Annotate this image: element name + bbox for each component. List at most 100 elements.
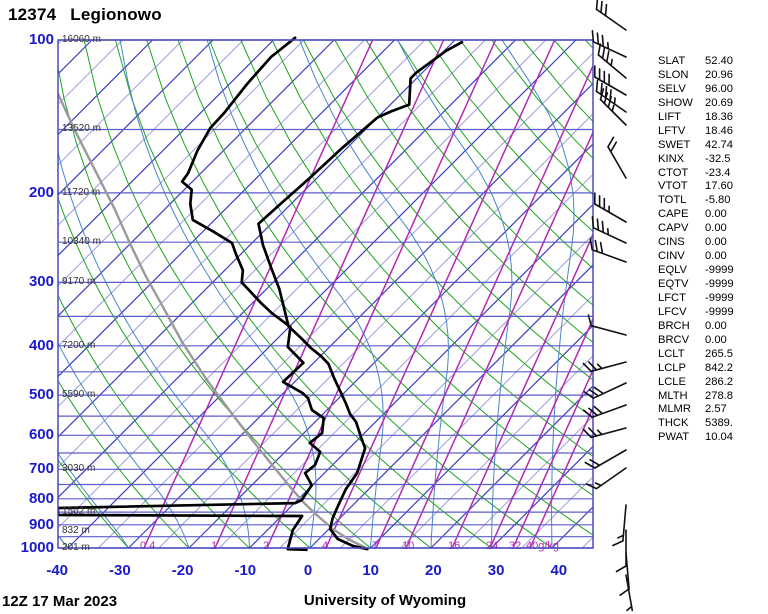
wind-barb — [593, 65, 627, 96]
barb-stroke — [595, 0, 599, 11]
barb-stroke — [596, 429, 603, 436]
index-row-mlmr: MLMR 2.57 — [658, 403, 734, 417]
index-name: TOTL — [658, 194, 687, 207]
barb-stroke — [596, 218, 600, 231]
wind-barb — [582, 404, 627, 419]
station-id: 12374 — [8, 5, 57, 24]
index-value: -9999 — [705, 291, 734, 304]
height-label: 16060 m — [62, 34, 101, 45]
wind-barb — [595, 0, 627, 31]
mixing-ratio-line — [325, 39, 556, 549]
pressure-tick-label: 100 — [28, 31, 54, 48]
temperature-trace — [257, 40, 464, 551]
pressure-tick-label: 200 — [28, 183, 54, 201]
barb-stroke — [603, 92, 609, 105]
temperature-tick-label: 0 — [303, 562, 313, 579]
pressure-tick-label: 1000 — [20, 539, 54, 556]
index-row-pwat: PWAT 10.04 — [658, 431, 734, 445]
barb-stroke — [588, 388, 600, 397]
isotherm-line — [309, 264, 593, 549]
height-label: 3030 m — [62, 463, 96, 475]
index-value: 96.00 — [705, 82, 733, 95]
index-value: -32.5 — [705, 152, 731, 165]
mixing-ratio-label: 1 — [211, 540, 217, 552]
index-value: -23.4 — [705, 166, 731, 179]
isotherm-line — [188, 143, 593, 549]
index-row-cinv: CINV 0.00 — [658, 250, 734, 264]
index-row-lfcv: LFCV -9999 — [658, 306, 734, 320]
index-value: 0.00 — [705, 208, 727, 221]
isotherm-line — [369, 324, 593, 549]
index-name: LCLP — [658, 361, 686, 374]
barb-stroke — [583, 391, 595, 400]
isotherm-line — [97, 52, 593, 549]
index-name: LCLE — [658, 375, 686, 388]
temperature-tick-label: -10 — [234, 562, 257, 579]
mixing-ratio-line — [405, 130, 593, 549]
background-grid — [58, 39, 593, 549]
isotherm-line — [430, 385, 593, 549]
barb-stroke — [591, 216, 595, 229]
isotherm-line — [58, 39, 214, 196]
isotherm-line — [58, 39, 305, 287]
index-value: 0.00 — [705, 333, 727, 346]
barb-stroke — [610, 58, 613, 67]
index-row-swet: SWET 42.74 — [658, 139, 734, 153]
barb-stroke — [625, 574, 634, 612]
index-name: LFCT — [658, 291, 686, 304]
indices-panel: SLAT 52.40 SLON 20.96 SELV 96.00 SHOW 20.69 LIFT… — [658, 55, 734, 445]
index-row-lftv: LFTV 18.46 — [658, 125, 734, 139]
barb-stroke — [587, 427, 598, 437]
mixing-ratio-label: 7 — [372, 540, 378, 552]
moist-adiabat-line — [119, 39, 317, 549]
wind-barb — [593, 192, 627, 223]
index-row-mlth: MLTH 278.8 — [658, 390, 734, 404]
temperature-tick-label: -20 — [171, 562, 194, 579]
index-row-brcv: BRCV 0.00 — [658, 334, 734, 348]
index-value: 0.00 — [705, 250, 727, 263]
isotherm-line — [58, 39, 275, 257]
barb-stroke — [612, 540, 624, 547]
barb-stroke — [600, 82, 603, 96]
index-value: 18.46 — [705, 124, 733, 137]
wind-barb — [587, 314, 627, 336]
barb-stroke — [625, 552, 630, 590]
index-row-thck: THCK 5389. — [658, 417, 734, 431]
isotherm-line — [218, 173, 593, 549]
barb-stroke — [599, 241, 604, 255]
index-row-show: SHOW 20.69 — [658, 97, 734, 111]
index-row-brch: BRCH 0.00 — [658, 320, 734, 334]
index-name: SELV — [658, 82, 686, 95]
mixing-ratio-label: 16 — [448, 540, 460, 552]
height-label: 1502 m — [62, 506, 96, 518]
wind-barb — [591, 216, 627, 244]
index-row-vtot: VTOT 17.60 — [658, 180, 734, 194]
temperature-tick-label: 30 — [487, 562, 505, 579]
mixing-ratio-label: 40g/kg — [526, 540, 559, 552]
barb-stroke — [587, 314, 593, 327]
isotherm-line — [58, 39, 517, 499]
plot-border — [57, 39, 594, 549]
barb-stroke — [589, 238, 594, 251]
index-value: 17.60 — [705, 180, 733, 193]
index-name: PWAT — [658, 431, 690, 444]
index-row-lclt: LCLT 265.5 — [658, 348, 734, 362]
index-name: BRCH — [658, 319, 690, 332]
barb-stroke — [604, 3, 608, 17]
index-value: 0.00 — [705, 319, 727, 332]
pressure-tick-label: 800 — [28, 489, 54, 507]
mixing-ratio-label: 2 — [263, 540, 269, 552]
barb-stroke — [606, 228, 610, 236]
index-value: 42.74 — [705, 138, 733, 151]
isotherm-line — [58, 39, 154, 136]
index-name: CAPE — [658, 208, 689, 221]
barb-stroke — [585, 483, 598, 490]
index-row-totl: TOTL -5.80 — [658, 194, 734, 208]
index-row-cins: CINS 0.00 — [658, 236, 734, 250]
index-name: EQLV — [658, 264, 688, 277]
index-value: 18.36 — [705, 110, 733, 123]
index-row-kinx: KINX -32.5 — [658, 153, 734, 167]
index-name: CTOT — [658, 166, 689, 179]
index-value: 5389. — [705, 417, 733, 430]
isotherm-line — [248, 203, 593, 549]
